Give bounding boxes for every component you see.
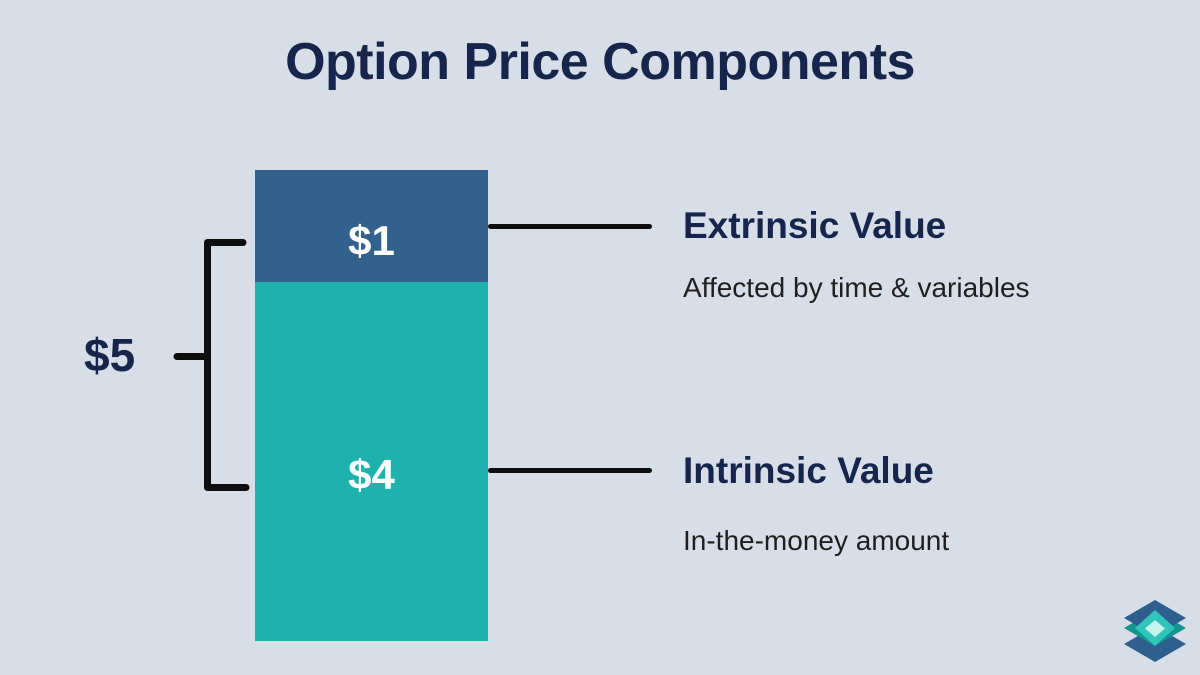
- total-amount-label: $5: [84, 329, 136, 381]
- intrinsic-amount-label: $4: [348, 451, 395, 498]
- total-bracket: [173, 239, 250, 491]
- bracket-outline: [204, 239, 250, 491]
- page-title: Option Price Components: [285, 33, 915, 91]
- extrinsic-heading: Extrinsic Value: [683, 205, 947, 246]
- extrinsic-connector-line: [488, 224, 652, 229]
- extrinsic-description: Affected by time & variables: [683, 272, 1030, 303]
- stacked-layers-diamond-logo-icon: [1124, 600, 1186, 662]
- intrinsic-heading: Intrinsic Value: [683, 450, 934, 491]
- stacked-bar: $1 $4: [255, 170, 488, 641]
- extrinsic-amount-label: $1: [348, 217, 395, 264]
- logo-center-mint-diamond: [1145, 620, 1165, 637]
- intrinsic-connector-line: [488, 468, 652, 473]
- extrinsic-value-segment: [255, 170, 488, 282]
- intrinsic-description: In-the-money amount: [683, 525, 950, 556]
- intrinsic-value-segment: [255, 282, 488, 641]
